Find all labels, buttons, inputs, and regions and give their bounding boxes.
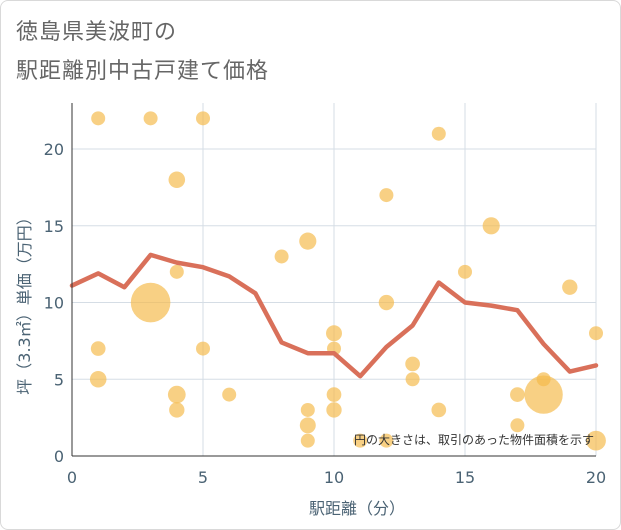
grid-lines bbox=[72, 103, 597, 456]
y-tick-label: 5 bbox=[54, 370, 64, 389]
y-axis-label: 坪（3.3㎡）単価（万円） bbox=[15, 209, 34, 394]
chart-title-line2: 駅距離別中古戸建て価格 bbox=[16, 59, 270, 84]
bubble-point bbox=[326, 325, 342, 342]
bubble-point bbox=[300, 433, 315, 448]
chart-title-line1: 徳島県美波町の bbox=[16, 20, 178, 45]
bubble-point bbox=[169, 402, 185, 418]
bubble-point bbox=[586, 430, 606, 451]
bubble-point bbox=[458, 264, 472, 279]
bubble-point bbox=[379, 188, 394, 203]
x-tick-label: 15 bbox=[455, 468, 475, 487]
bubble-point bbox=[130, 282, 171, 323]
y-tick-label: 20 bbox=[44, 140, 64, 159]
bubble-point bbox=[405, 356, 420, 372]
x-tick-label: 0 bbox=[67, 468, 77, 487]
x-tick-label: 20 bbox=[586, 468, 606, 487]
bubble-point bbox=[353, 433, 368, 448]
trend-series bbox=[69, 252, 599, 379]
y-tick-label: 10 bbox=[44, 294, 64, 313]
bubble-point bbox=[379, 433, 394, 448]
bubble-point bbox=[89, 370, 107, 388]
bubble-point bbox=[482, 217, 500, 235]
y-tick-label: 15 bbox=[44, 217, 64, 236]
bubble-point bbox=[589, 326, 603, 341]
bubble-point bbox=[326, 387, 342, 402]
bubble-point bbox=[168, 171, 186, 189]
bubble-point bbox=[143, 111, 158, 126]
bubble-point bbox=[222, 387, 237, 402]
trend-line bbox=[69, 252, 599, 379]
bubble-point bbox=[167, 385, 186, 404]
bubble-point bbox=[510, 418, 525, 433]
bubble-point bbox=[196, 111, 210, 126]
bubble-point bbox=[274, 249, 289, 264]
bubble-point bbox=[562, 279, 578, 295]
bubble-point bbox=[431, 402, 447, 418]
bubble-point bbox=[91, 111, 106, 126]
axes: 0 5 10 15 20 0 5 10 15 20 bbox=[44, 103, 606, 487]
bubble-point bbox=[300, 402, 315, 417]
bubble-point bbox=[299, 232, 317, 250]
bubble-point bbox=[196, 341, 210, 356]
bubble-point bbox=[169, 264, 184, 279]
bubble-point bbox=[326, 402, 342, 418]
bubble-point bbox=[299, 417, 316, 434]
bubble-point bbox=[405, 372, 420, 387]
bubble-point bbox=[510, 387, 525, 402]
x-tick-label: 5 bbox=[198, 468, 208, 487]
y-tick-label: 0 bbox=[54, 447, 64, 466]
bubble-size-note: 円の大きさは、取引のあった物件面積を示す bbox=[354, 432, 594, 447]
x-tick-label: 10 bbox=[324, 468, 344, 487]
bubble-point bbox=[524, 375, 563, 414]
x-axis-label: 駅距離（分） bbox=[309, 499, 405, 518]
bubble-point bbox=[90, 341, 106, 356]
bubble-point bbox=[431, 126, 446, 141]
bubble-series bbox=[89, 111, 606, 451]
bubble-point bbox=[378, 294, 395, 311]
